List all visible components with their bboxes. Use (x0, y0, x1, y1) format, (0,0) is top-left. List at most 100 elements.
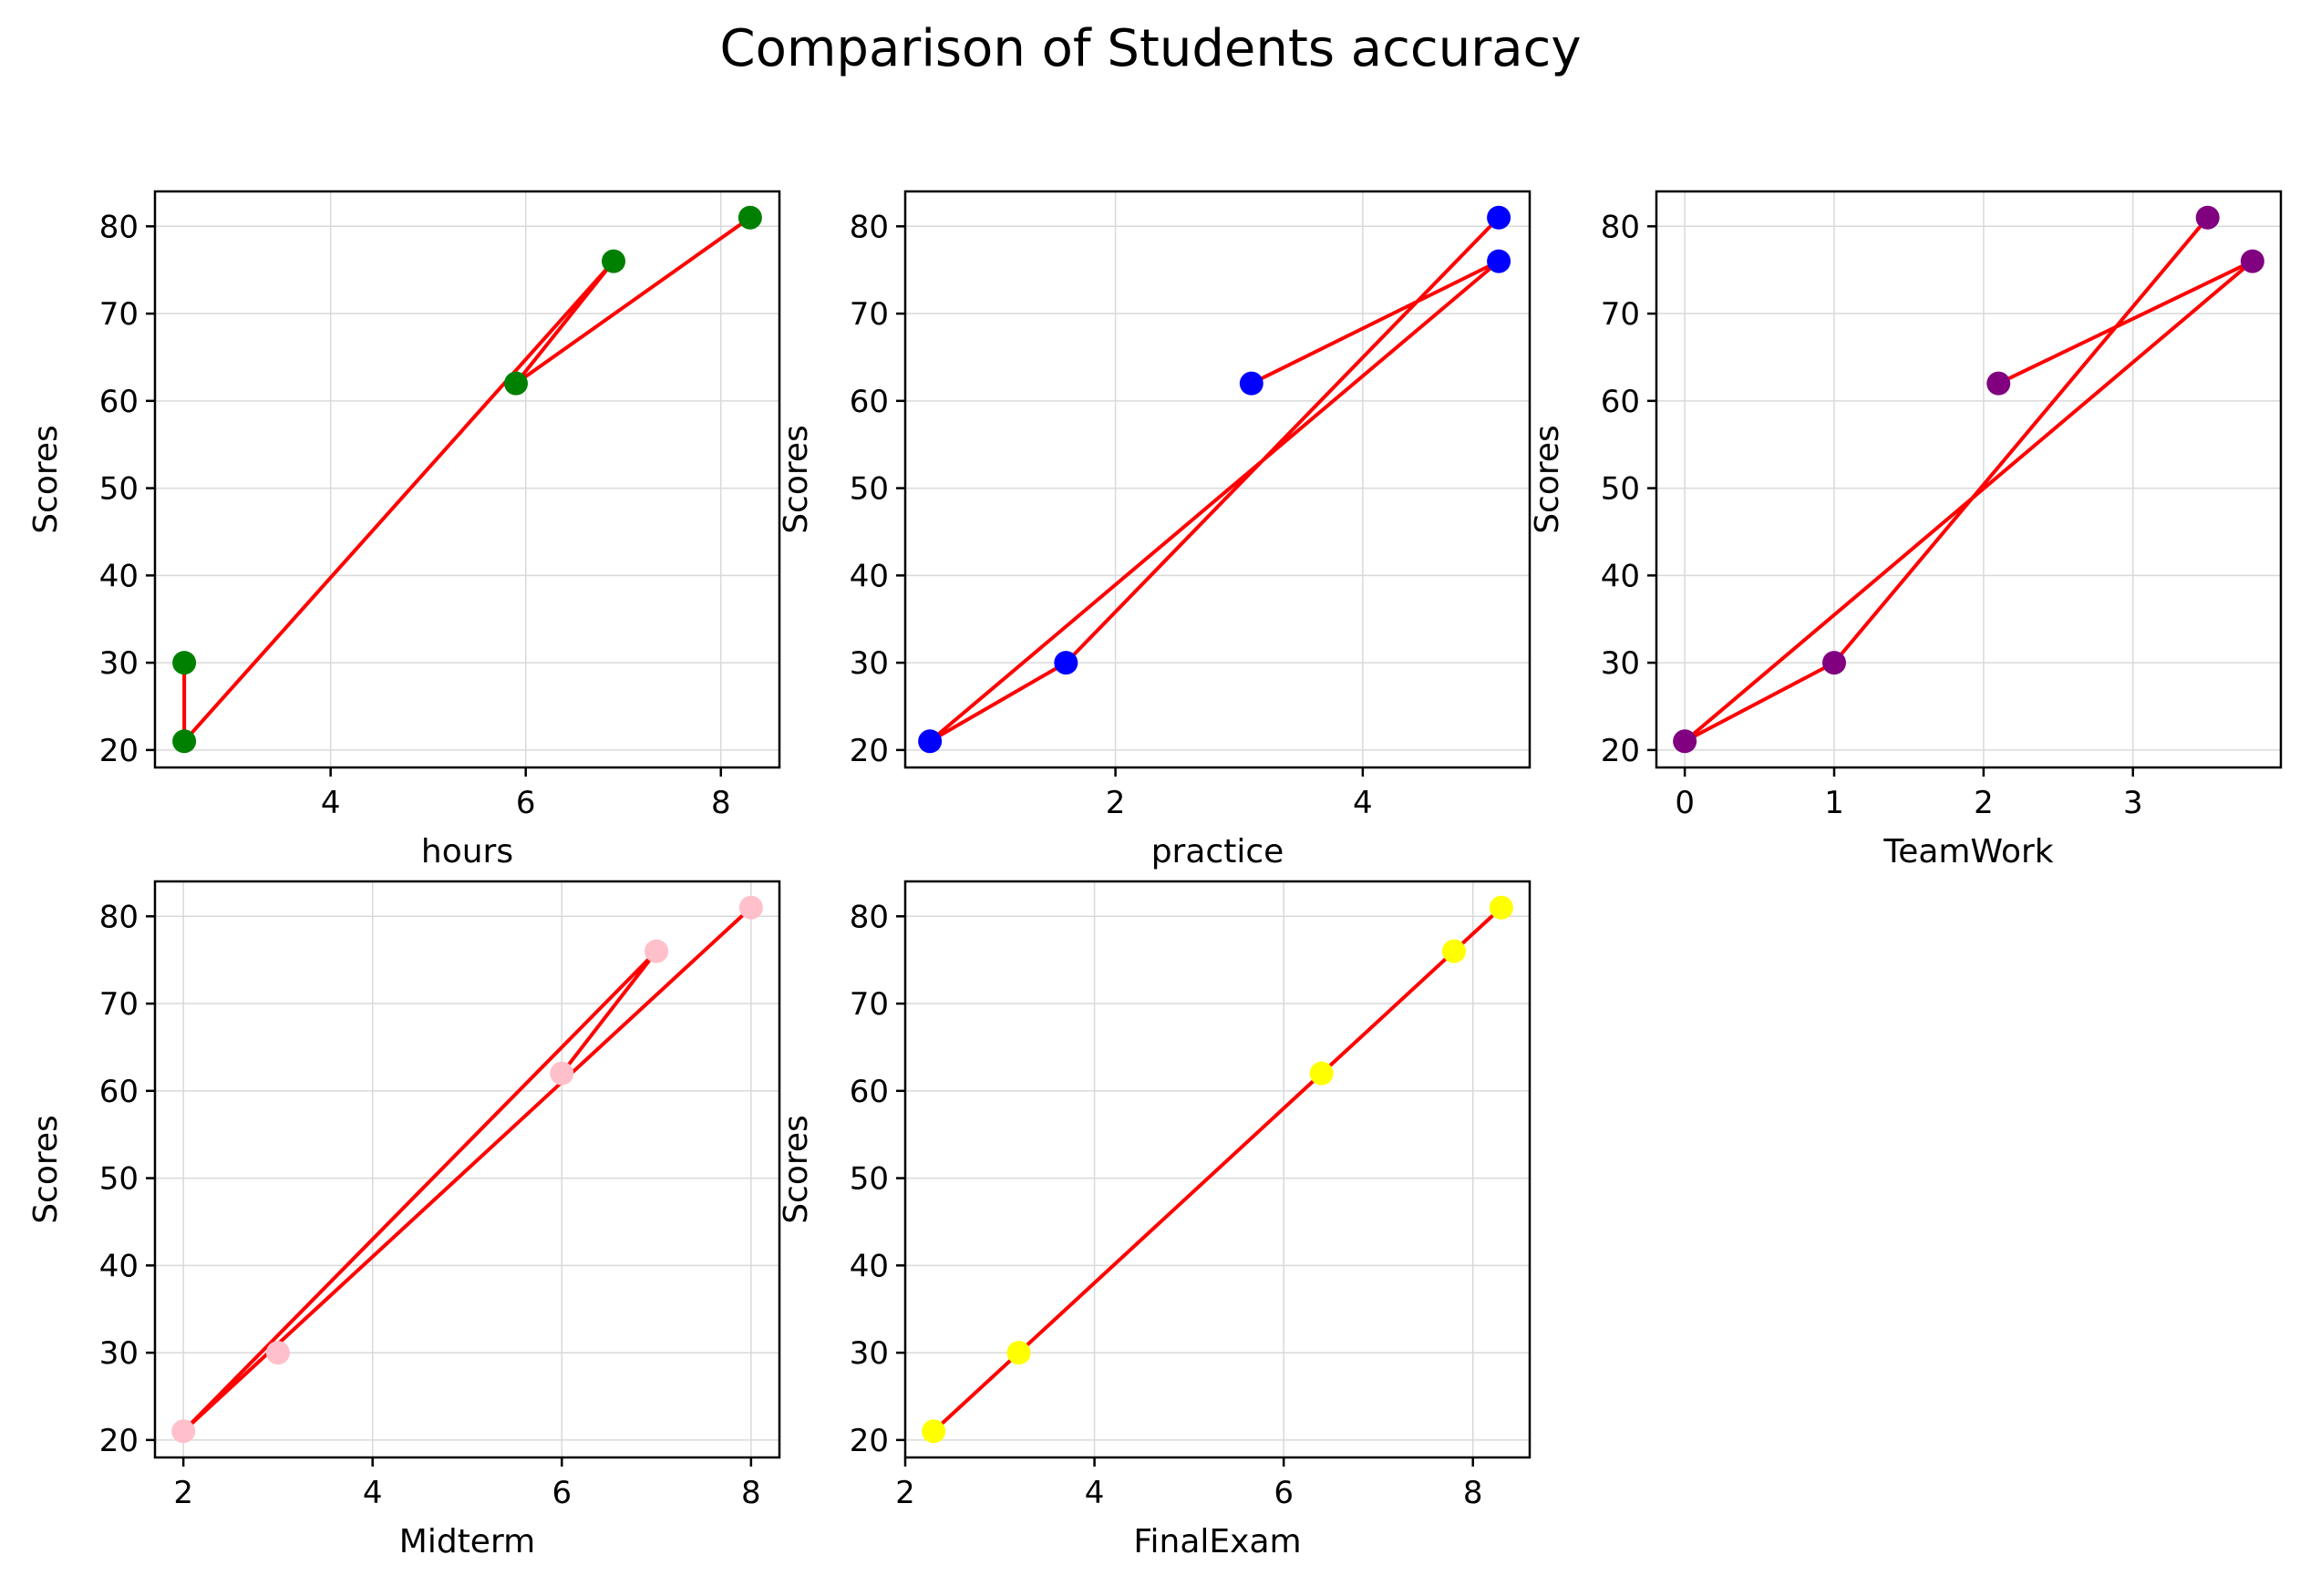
y-axis-label: Scores (778, 425, 815, 534)
y-tick-label: 40 (850, 1248, 889, 1284)
axes-frame (903, 190, 1532, 769)
x-tick-label: 8 (741, 1475, 761, 1511)
x-axis-label: Midterm (399, 1523, 535, 1560)
y-tick-label: 70 (1601, 296, 1640, 333)
x-tick-label: 4 (1085, 1475, 1105, 1511)
data-point (1673, 729, 1697, 754)
data-point (2195, 205, 2220, 230)
data-point (504, 371, 529, 396)
data-point (918, 729, 943, 754)
y-tick-label: 30 (850, 1335, 889, 1372)
x-axis-label: FinalExam (1133, 1523, 1301, 1560)
x-tick-label: 3 (2123, 785, 2143, 821)
y-tick-label: 80 (1601, 209, 1640, 245)
y-tick-label: 80 (99, 209, 139, 245)
x-tick-label: 6 (552, 1475, 572, 1511)
y-tick-label: 20 (99, 733, 139, 769)
subplot-1: 4 6 8 20 30 40 50 60 70 80 hours Scores (27, 190, 781, 870)
y-tick-label: 40 (850, 558, 889, 594)
x-tick-label: 1 (1824, 785, 1844, 821)
axes-frame (903, 880, 1532, 1459)
y-tick-label: 40 (1601, 558, 1640, 594)
data-point (265, 1341, 290, 1365)
y-tick-label: 20 (99, 1423, 139, 1459)
y-tick-label: 50 (850, 1161, 889, 1198)
data-point (602, 249, 626, 273)
x-axis-label: hours (421, 833, 513, 870)
data-point (1441, 939, 1466, 963)
data-point (2240, 249, 2264, 273)
x-axis-label: TeamWork (1882, 833, 2053, 870)
data-point (1822, 651, 1847, 675)
data-point (1006, 1341, 1031, 1365)
y-axis-label: Scores (778, 1115, 815, 1224)
figure-title: Comparison of Students accuracy (720, 19, 1582, 78)
y-tick-label: 30 (850, 645, 889, 682)
x-tick-label: 6 (516, 785, 536, 821)
y-tick-label: 50 (1601, 471, 1640, 508)
y-tick-label: 60 (1601, 384, 1640, 420)
subplot-4: 2 4 6 8 20 30 40 50 60 70 80 Midterm Scores (27, 880, 781, 1560)
y-tick-label: 80 (850, 209, 889, 245)
axes-frame (153, 880, 781, 1459)
data-point (1309, 1061, 1334, 1086)
data-point (1487, 205, 1511, 230)
x-tick-label: 4 (1353, 785, 1373, 821)
y-tick-label: 50 (99, 471, 139, 508)
data-point (738, 895, 763, 920)
y-tick-label: 20 (850, 733, 889, 769)
data-point (1487, 249, 1511, 273)
data-point (1986, 371, 2011, 396)
subplot-2: 2 4 20 30 40 50 60 70 80 practice Scores (778, 190, 1532, 870)
data-point (550, 1061, 574, 1086)
y-tick-label: 30 (99, 645, 139, 682)
data-point (737, 205, 762, 230)
x-tick-label: 2 (1106, 785, 1126, 821)
y-tick-label: 30 (99, 1335, 139, 1372)
y-tick-label: 30 (1601, 645, 1640, 682)
x-tick-label: 0 (1675, 785, 1695, 821)
series-line (181, 906, 753, 1434)
y-tick-label: 20 (850, 1423, 889, 1459)
axes-frame (153, 190, 781, 769)
y-tick-label: 60 (99, 1074, 139, 1110)
series-line (932, 906, 1503, 1433)
axes-frame (1655, 190, 2283, 769)
y-tick-label: 40 (99, 1248, 139, 1284)
y-tick-label: 60 (850, 1074, 889, 1110)
y-tick-label: 60 (99, 384, 139, 420)
y-tick-label: 80 (850, 899, 889, 935)
y-tick-label: 20 (1601, 733, 1640, 769)
x-tick-label: 2 (173, 1475, 193, 1511)
y-tick-label: 70 (850, 986, 889, 1023)
x-tick-label: 2 (1974, 785, 1994, 821)
data-point (1489, 895, 1513, 920)
y-tick-label: 70 (99, 296, 139, 333)
y-axis-label: Scores (27, 425, 65, 534)
data-point (171, 1419, 196, 1444)
x-axis-label: practice (1151, 833, 1284, 870)
subplot-3: 0 1 2 3 20 30 40 50 60 70 80 TeamWork Scores (1529, 190, 2283, 870)
y-tick-label: 50 (99, 1161, 139, 1198)
y-tick-label: 50 (850, 471, 889, 508)
y-axis-label: Scores (27, 1115, 65, 1224)
y-tick-label: 70 (99, 986, 139, 1023)
data-point (172, 651, 197, 675)
x-tick-label: 4 (363, 1475, 383, 1511)
y-tick-label: 40 (99, 558, 139, 594)
data-point (172, 729, 197, 754)
x-tick-label: 6 (1274, 1475, 1294, 1511)
y-tick-label: 80 (99, 899, 139, 935)
x-tick-label: 4 (321, 785, 341, 821)
data-point (922, 1419, 946, 1444)
data-point (645, 939, 669, 963)
data-point (1239, 371, 1263, 396)
y-tick-label: 70 (850, 296, 889, 333)
y-tick-label: 60 (850, 384, 889, 420)
subplot-5: 2 4 6 8 20 30 40 50 60 70 80 FinalExam Scores (778, 880, 1532, 1560)
x-tick-label: 2 (895, 1475, 915, 1511)
y-axis-label: Scores (1529, 425, 1566, 534)
data-point (1054, 651, 1078, 675)
